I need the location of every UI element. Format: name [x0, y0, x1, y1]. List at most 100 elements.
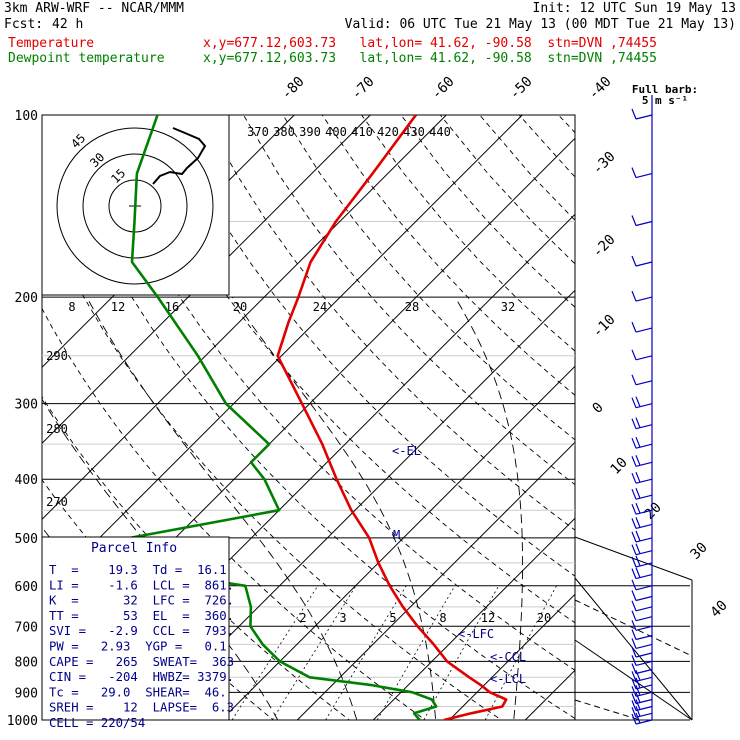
- isotherm-label: 30: [688, 540, 711, 563]
- wind-barb-350: [631, 436, 653, 449]
- hodo-trace: [152, 127, 207, 185]
- isotherm-50: [677, 115, 740, 720]
- wind-barb-950: [631, 699, 653, 712]
- dry-adiabat-350: [203, 115, 575, 531]
- dry-adiabat-370: [282, 115, 575, 441]
- diagram-grid-right: [574, 536, 693, 721]
- hodo-speed-label: 24: [313, 300, 327, 314]
- wind-barb-625: [631, 590, 653, 602]
- dry-adiabat-430: [518, 115, 575, 178]
- theta-label-top: 410: [351, 125, 373, 139]
- parcel-row-4: SVI = -2.9 CCL = 793.: [49, 624, 234, 638]
- legend-temperature-label: Temperature: [8, 36, 95, 51]
- theta-label-top: 420: [377, 125, 399, 139]
- ext-line-3: [574, 699, 641, 721]
- wind-barb-575: [631, 567, 653, 580]
- dry-adiabat-400: [400, 115, 575, 308]
- wind-barb-850: [631, 670, 653, 682]
- parcel-info-box: Parcel Info T = 19.3 Td = 16.1LI = -1.6 L…: [41, 536, 234, 730]
- header-valid: Valid: 06 UTC Tue 21 May 13 (00 MDT Tue …: [344, 17, 736, 32]
- mixing-ratio-label: 3: [339, 611, 346, 625]
- isotherm-0: [296, 441, 575, 720]
- theta-label-top: 370: [247, 125, 269, 139]
- barb-legend-line2: 5 m s⁻¹: [642, 94, 688, 107]
- ext-line-2: [574, 639, 693, 721]
- parcel-row-2: K = 32 LFC = 726.: [49, 594, 234, 608]
- ext-line-1: [574, 599, 693, 657]
- isotherm-label: -50: [507, 74, 536, 103]
- legend-dewpoint-location: x,y=677.12,603.73 lat,lon= 41.62, -90.58…: [203, 51, 657, 66]
- theta-label-side: 280: [46, 422, 68, 436]
- dry-adiabat-300: [42, 210, 503, 720]
- dry-adiabat-440: [558, 115, 575, 134]
- dry-adiabat-450: [598, 115, 740, 733]
- moist-adiabat-20: [232, 296, 437, 720]
- hodo-speed-label: 12: [111, 300, 125, 314]
- wind-barb-275: [631, 374, 653, 386]
- isotherm-label: -70: [349, 74, 378, 103]
- legend-dewpoint-label: Dewpoint temperature: [8, 51, 165, 66]
- theta-label-top: 390: [299, 125, 321, 139]
- wind-barb-125: [631, 167, 653, 179]
- theta-label-top: 380: [273, 125, 295, 139]
- theta-label-top: 430: [403, 125, 425, 139]
- header-fcst-value: 42 h: [52, 17, 84, 32]
- theta-label-top: 440: [429, 125, 451, 139]
- dry-adiabat-380: [321, 115, 575, 396]
- pressure-tick-600: 600: [15, 580, 38, 595]
- wind-barb-675: [631, 610, 653, 622]
- parcel-row-9: SREH = 12 LAPSE= 6.3: [49, 701, 234, 715]
- pressure-tick-100: 100: [15, 109, 38, 124]
- hodo-speed-label: 20: [233, 300, 247, 314]
- isotherm-label: 10: [608, 455, 631, 478]
- mixing-ratio-label: 8: [439, 611, 446, 625]
- wind-barb-750: [631, 638, 653, 649]
- mixing-ratio-label: 2: [299, 611, 306, 625]
- hodo-ring-30: [82, 153, 188, 259]
- isotherm-label: -20: [590, 232, 619, 261]
- isotherm--10: [220, 365, 575, 720]
- mixing-ratio-label: 20: [537, 611, 551, 625]
- ccl-marker: <-CCL: [490, 650, 526, 664]
- mixing-ratio-label: 5: [389, 611, 396, 625]
- wind-barb-375: [631, 455, 653, 467]
- wind-barb-875: [631, 677, 653, 690]
- mixing-ratio-12: [423, 585, 500, 720]
- parcel-row-3: TT = 53 EL = 360.: [49, 609, 234, 623]
- isotherm-label: 40: [708, 598, 731, 621]
- dry-adiabat-330: [124, 115, 575, 624]
- mixing-ratio-3: [271, 585, 357, 720]
- mixing-ratio-8: [376, 585, 456, 720]
- header-model: 3km ARW-WRF -- NCAR/MMM: [4, 1, 185, 16]
- parcel-box-frame: [41, 536, 230, 721]
- wind-barb-725: [631, 629, 653, 641]
- hodo-speed-label: 28: [405, 300, 419, 314]
- m-marker: M: [393, 528, 400, 542]
- wind-barb-100: [631, 108, 653, 120]
- mixing-ratio-label: 12: [481, 611, 495, 625]
- isotherm-30: [524, 669, 575, 720]
- hodo-ring-45: [56, 127, 214, 285]
- dry-adiabat-390: [361, 115, 575, 352]
- barb-legend-line1: Full barb:: [632, 83, 698, 96]
- pressure-tick-900: 900: [15, 686, 38, 701]
- isotherm-label: -60: [429, 74, 458, 103]
- parcel-row-5: PW = 2.93 YGP = 0.1: [49, 640, 227, 654]
- isotherm--70: [42, 115, 371, 444]
- pressure-tick-700: 700: [15, 620, 38, 635]
- theta-label-side: 290: [46, 349, 68, 363]
- wind-barbs: Full barb:5 m s⁻¹: [631, 83, 698, 725]
- wind-barb-975: [631, 706, 653, 718]
- dry-adiabat-310: [46, 115, 575, 720]
- dry-adiabat-340: [164, 115, 575, 577]
- pressure-tick-1000: 1000: [7, 714, 38, 729]
- temperature-line: [276, 115, 508, 720]
- isotherm-10: [372, 517, 575, 720]
- legend-temperature-location: x,y=677.12,603.73 lat,lon= 41.62, -90.58…: [203, 36, 657, 51]
- isotherm--20: [144, 289, 575, 720]
- parcel-row-10: CELL = 220/54: [49, 716, 145, 730]
- wind-barb-1000: [631, 712, 653, 725]
- parcel-row-1: LI = -1.6 LCL = 861.: [49, 578, 234, 592]
- parcel-info-title: Parcel Info: [91, 541, 177, 556]
